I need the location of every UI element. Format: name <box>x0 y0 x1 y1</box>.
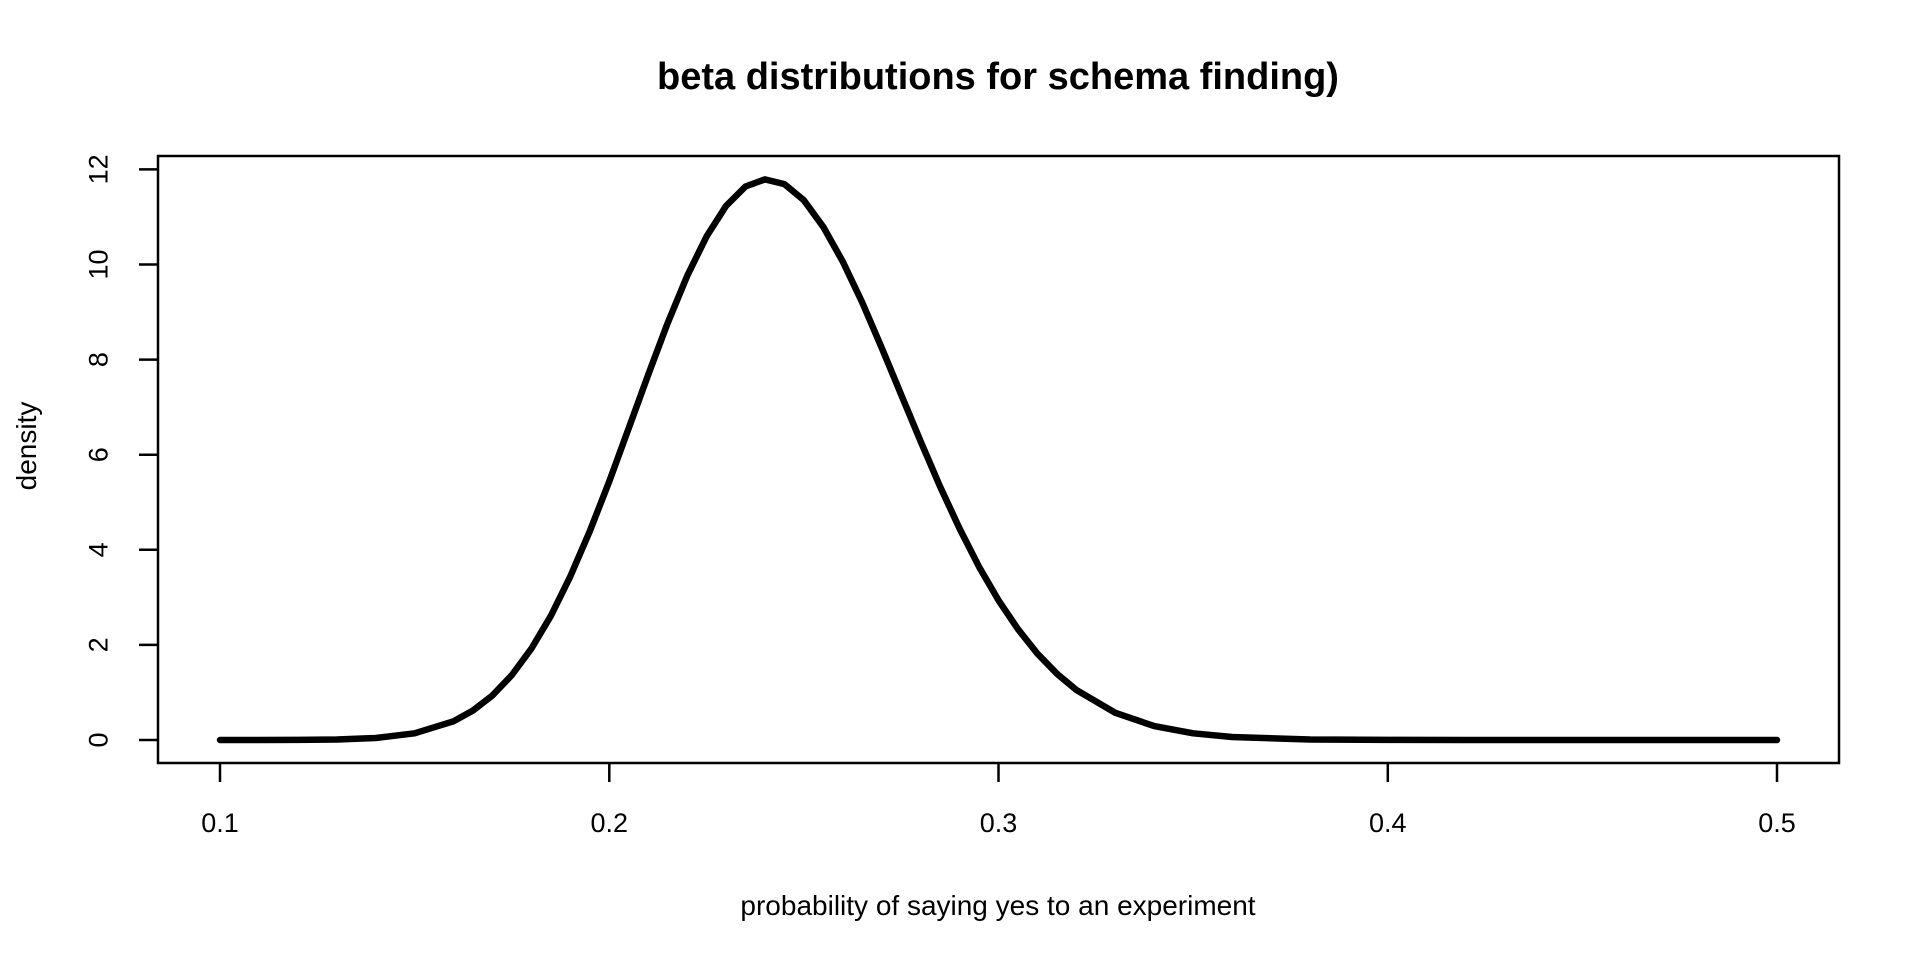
density-curve <box>216 176 1781 744</box>
x-tick-label: 0.5 <box>1758 808 1796 838</box>
y-tick-label: 6 <box>83 447 113 462</box>
x-tick-label: 0.3 <box>980 808 1018 838</box>
x-tick-label: 0.1 <box>201 808 239 838</box>
x-axis-title: probability of saying yes to an experime… <box>740 890 1255 921</box>
y-tick-label: 2 <box>83 637 113 652</box>
x-tick-label: 0.4 <box>1369 808 1407 838</box>
plot-box <box>156 154 1841 765</box>
chart-title: beta distributions for schema finding) <box>657 56 1339 98</box>
x-axis: 0.1 0.2 0.3 0.4 0.5 <box>201 763 1796 838</box>
y-tick-label: 4 <box>83 542 113 557</box>
y-axis: 0 2 4 6 8 10 12 <box>83 154 158 748</box>
y-tick-label: 12 <box>83 154 113 184</box>
y-axis-title: density <box>11 402 42 491</box>
x-tick-label: 0.2 <box>591 808 629 838</box>
y-tick-label: 8 <box>83 352 113 367</box>
y-tick-label: 0 <box>83 732 113 747</box>
y-tick-label: 10 <box>83 249 113 279</box>
